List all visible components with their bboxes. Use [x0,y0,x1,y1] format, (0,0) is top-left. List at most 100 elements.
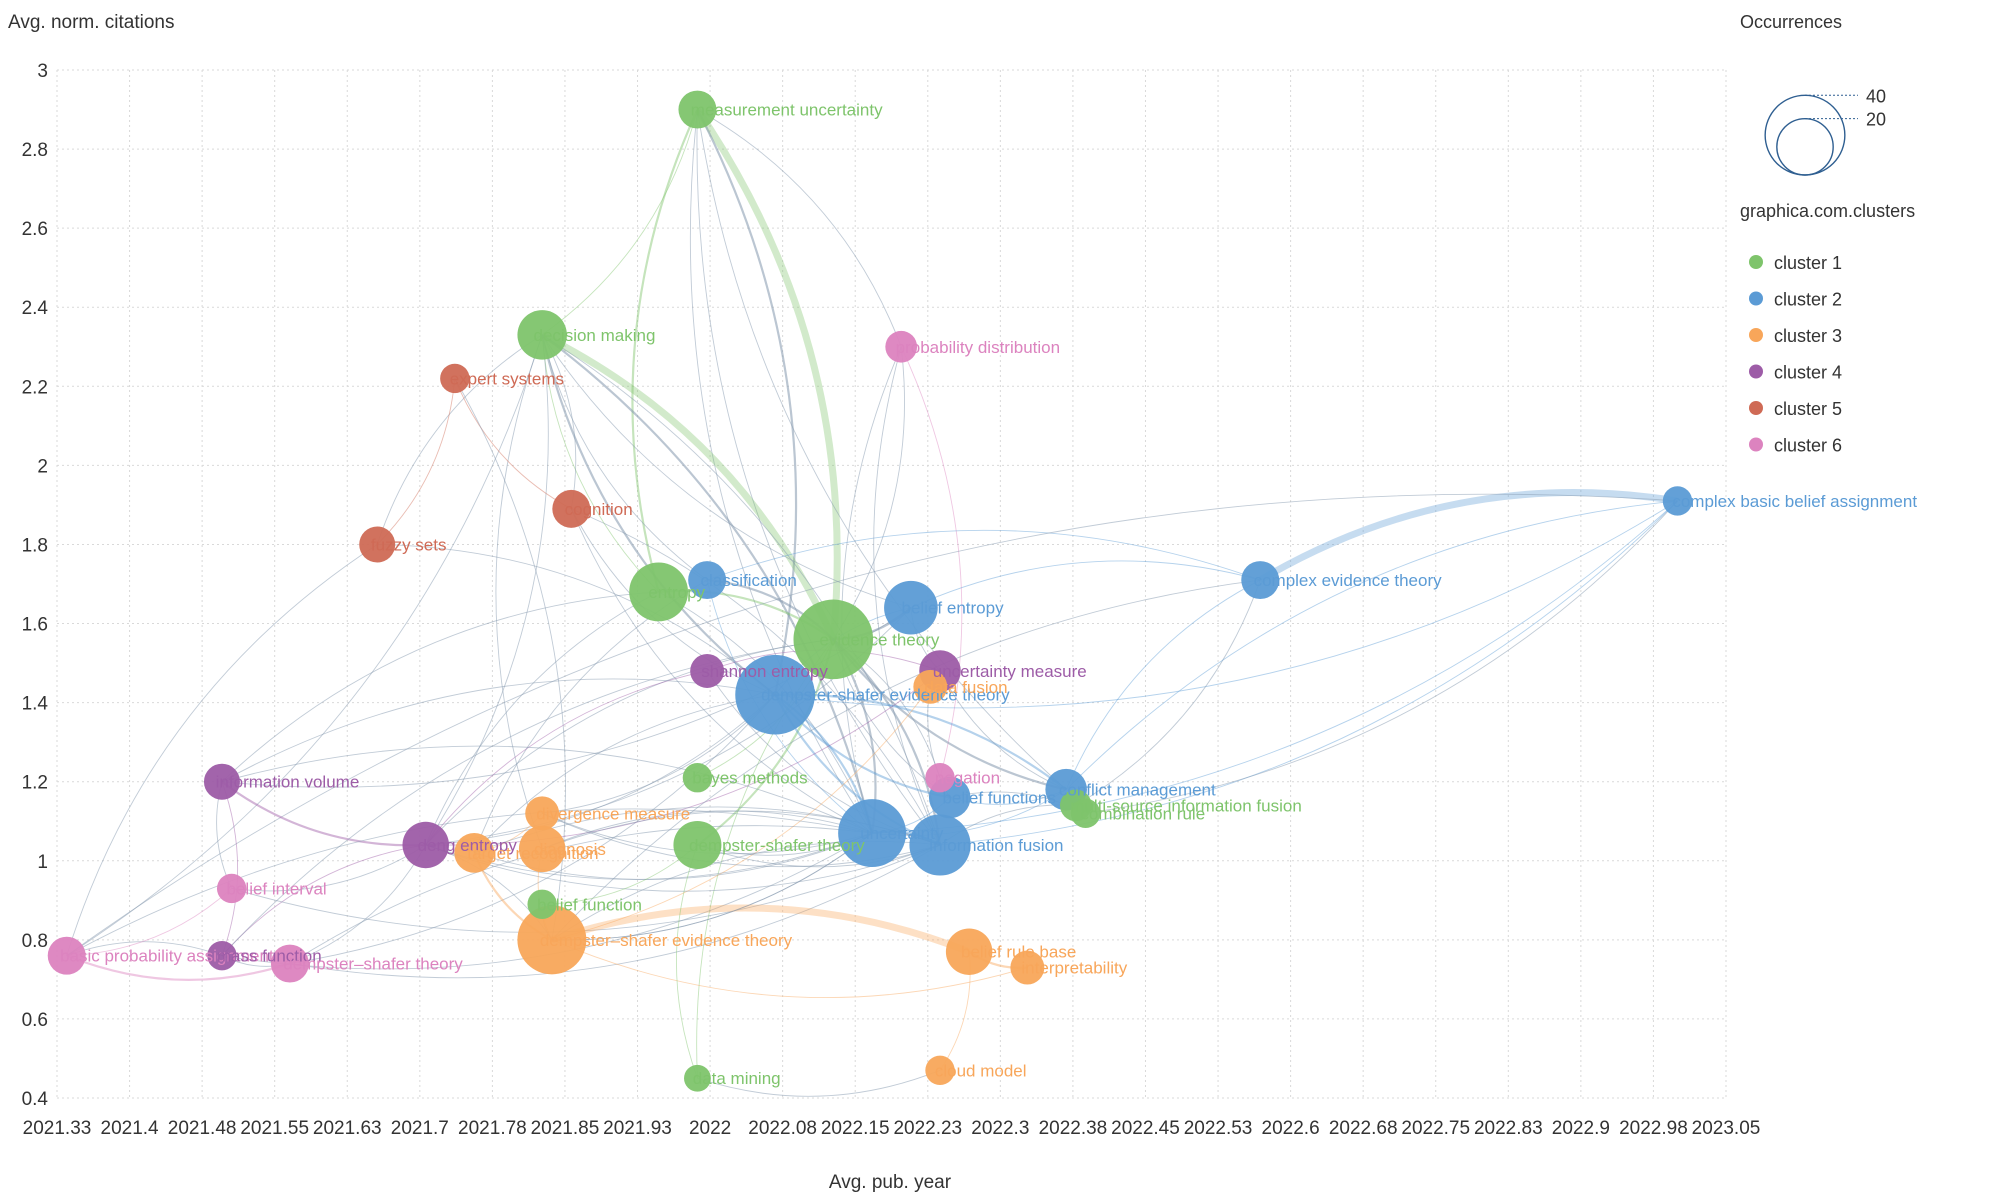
label-dempster-shafer-evidence-theory: dempster-shafer evidence theory [761,686,1010,705]
node-cognition[interactable] [552,489,591,528]
link-dempster-shafer-evidence-theory--information-volume [221,678,776,783]
node-deng-entropy[interactable] [402,821,449,869]
label-belief-function: belief function [537,895,642,914]
node-dempster-shafer-theory[interactable] [270,944,309,983]
node-data-mining[interactable] [684,1064,711,1092]
x-tick-label: 2022.23 [893,1118,962,1139]
node-divergence-measure[interactable] [525,796,560,831]
legend-marker-cluster-1[interactable] [1749,255,1763,269]
node-cloud-model[interactable] [925,1055,955,1086]
link-probability-distribution--uncertainty [841,346,902,834]
label-measurement-uncertainty: measurement uncertainty [691,101,883,120]
node-information-volume[interactable] [203,763,240,800]
y-tick-label: 2 [37,456,48,477]
node-belief-interval[interactable] [216,873,247,904]
node-decision-making[interactable] [517,310,567,360]
nodes [47,90,1693,1092]
label-shannon-entropy: shannon entropy [701,662,828,681]
node-measurement-uncertainty[interactable] [678,90,717,129]
legend-label-cluster-6: cluster 6 [1774,436,1842,456]
x-tick-label: 2021.85 [531,1118,600,1139]
node-shannon-entropy[interactable] [690,654,725,688]
node-expert-systems[interactable] [440,363,470,394]
node-probability-distribution[interactable] [885,330,918,363]
legend-marker-cluster-5[interactable] [1749,401,1763,415]
link-complex-basic-belief-assignment--information-fusion [939,500,1678,846]
node-data-fusion[interactable] [913,669,948,704]
x-tick-label: 2022.68 [1329,1118,1398,1139]
node-classification[interactable] [688,561,727,600]
link-complex-basic-belief-assignment--uncertainty [872,500,1678,834]
x-axis-title: Avg. pub. year [829,1172,952,1193]
label-probability-distribution: probability distribution [896,338,1060,357]
link-complex-evidence-theory--complex-basic-belief-assignment [1258,489,1679,584]
node-mass-function[interactable] [207,940,237,971]
link-complex-evidence-theory--conflict-management [1065,579,1261,790]
x-tick-label: 2021.63 [313,1118,382,1139]
label-conflict-management: conflict management [1059,781,1216,800]
node-dempster-shafer-evidence-theory[interactable] [735,654,815,735]
link-complex-evidence-theory--multi-source-information-fusion [1075,579,1261,806]
node-complex-evidence-theory[interactable] [1241,561,1280,600]
node-information-fusion[interactable] [909,814,971,876]
link-uncertainty-measure--conflict-management [939,670,1067,791]
y-tick-label: 2.6 [22,219,48,240]
legend-marker-cluster-4[interactable] [1749,364,1763,379]
legend-marker-cluster-6[interactable] [1749,437,1763,452]
label-cognition: cognition [565,500,633,519]
link-deng-entropy--belief-interval [231,844,426,892]
node-belief-entropy[interactable] [884,580,938,635]
node-uncertainty[interactable] [838,799,907,868]
x-tick-label: 2022 [689,1118,731,1139]
y-tick-label: 2.2 [22,377,48,398]
label-information-volume: information volume [216,773,360,792]
label-dempster-shafer-theory: dempster–shafer theory [283,955,463,974]
node-entropy[interactable] [629,562,689,622]
link-complex-basic-belief-assignment--basic-probability-assignment [66,493,1678,957]
node-evidence-theory[interactable] [793,599,874,680]
link-decision-making--entropy [541,334,659,593]
y-tick-label: 1.2 [22,773,48,794]
label-multi-source-information-fusion: multi-source information fusion [1070,796,1301,815]
x-tick-label: 2021.55 [240,1118,309,1139]
link-dempster-shafer-evidence-theory--interpretability [551,939,1028,999]
link-complex-evidence-theory--dempster-shafer-evidence-theory [551,579,1261,941]
y-axis-title: Avg. norm. citations [8,12,175,33]
node-dempster-shafer-theory[interactable] [673,820,722,869]
link-classification--complex-evidence-theory [706,529,1261,581]
node-basic-probability-assignment[interactable] [47,936,86,975]
y-tick-label: 0.8 [22,931,48,952]
link-dempster-shafer-evidence-theory--target-recognition [473,694,776,854]
node-fuzzy-sets[interactable] [359,526,396,563]
legend-label-cluster-3: cluster 3 [1774,326,1842,346]
x-tick-label: 2022.98 [1619,1118,1688,1139]
label-cloud-model: cloud model [935,1061,1027,1080]
legend-marker-cluster-2[interactable] [1749,291,1763,306]
node-diagnosis[interactable] [518,825,566,873]
node-combination-rule[interactable] [1070,798,1101,829]
x-tick-label: 2022.15 [821,1118,890,1139]
node-dempster-shafer-evidence-theory[interactable] [517,905,587,975]
label-evidence-theory: evidence theory [819,630,940,649]
label-target-recognition: target recognition [467,844,598,863]
node-belief-function[interactable] [527,889,557,919]
node-complex-basic-belief-assignment[interactable] [1662,486,1693,516]
link-decision-making--classification [541,334,708,581]
label-bayes-methods: bayes methods [692,769,807,788]
link-measurement-uncertainty--decision-making [541,109,698,336]
link-dempster-shafer-theory--information-fusion [697,844,941,868]
link-deng-entropy--mass-function [221,844,426,956]
legend-marker-cluster-3[interactable] [1749,328,1763,342]
link-measurement-uncertainty--entropy [631,109,699,593]
node-bayes-methods[interactable] [682,763,713,793]
node-negation[interactable] [925,763,955,793]
x-tick-label: 2022.38 [1039,1118,1108,1139]
node-interpretability[interactable] [1010,950,1045,985]
node-target-recognition[interactable] [454,832,495,873]
node-belief-rule-base[interactable] [945,928,993,975]
size-legend-circle [1764,94,1846,176]
label-belief-functions: belief functions [942,789,1055,808]
label-interpretability: interpretability [1021,959,1127,978]
